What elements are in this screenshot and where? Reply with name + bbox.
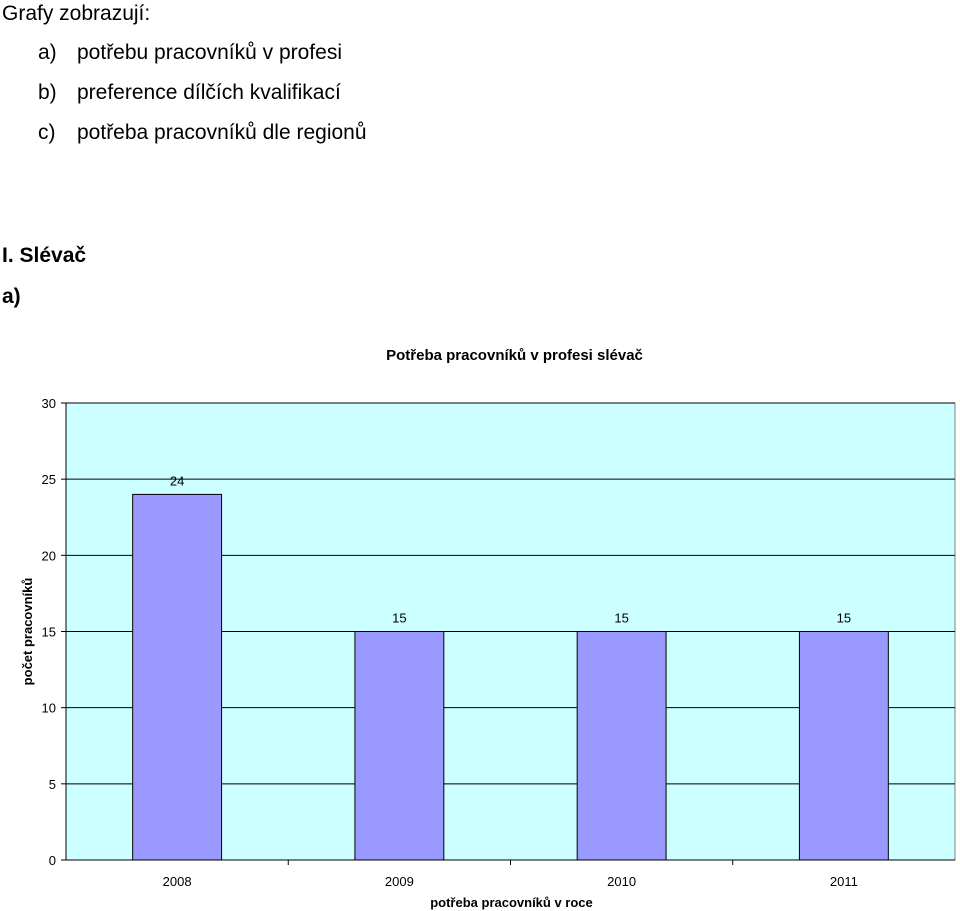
intro-item-letter: b) [38, 81, 57, 104]
data-label: 24 [170, 473, 184, 488]
data-label: 15 [614, 611, 628, 626]
bar [798, 631, 889, 861]
intro-list: a) potřebu pracovníků v profesi b) prefere… [38, 38, 367, 158]
intro-item-text: potřeba pracovníků dle regionů [77, 121, 367, 144]
y-tick-label: 10 [42, 701, 56, 716]
data-label: 15 [837, 611, 851, 626]
x-axis-label: potřeba pracovníků v roce [430, 895, 593, 910]
y-tick-label: 25 [42, 472, 56, 487]
intro-title: Grafy zobrazují: [2, 2, 151, 25]
x-tick-label: 2008 [163, 874, 192, 889]
sub-heading: a) [2, 285, 21, 308]
y-tick-label: 30 [42, 396, 56, 411]
chart-title: Potřeba pracovníků v profesi slévač [386, 347, 643, 364]
section-heading: I. Slévač [2, 244, 87, 267]
y-axis-label: počet pracovníků [20, 578, 35, 686]
y-tick-label: 20 [42, 548, 56, 563]
intro-item: a) potřebu pracovníků v profesi [38, 38, 367, 78]
intro-item-letter: a) [38, 41, 57, 64]
bar [132, 493, 223, 861]
y-tick-label: 15 [42, 625, 56, 640]
y-tick-label: 5 [49, 777, 56, 792]
intro-item-text: preference dílčích kvalifikací [77, 81, 341, 104]
intro-item: b) preference dílčích kvalifikací [38, 78, 367, 118]
bar-chart: Potřeba pracovníků v profesi slévač 0 5 10 1… [20, 347, 956, 910]
intro-item-letter: c) [38, 121, 56, 144]
x-tick-label: 2011 [830, 874, 858, 889]
data-label: 15 [392, 611, 406, 626]
y-tick-label: 0 [49, 853, 56, 868]
intro-item-text: potřebu pracovníků v profesi [77, 41, 342, 64]
bar [576, 631, 667, 861]
x-tick-label: 2010 [607, 874, 636, 889]
intro-item: c) potřeba pracovníků dle regionů [38, 118, 367, 158]
bar [354, 631, 445, 861]
x-tick-label: 2009 [385, 874, 414, 889]
